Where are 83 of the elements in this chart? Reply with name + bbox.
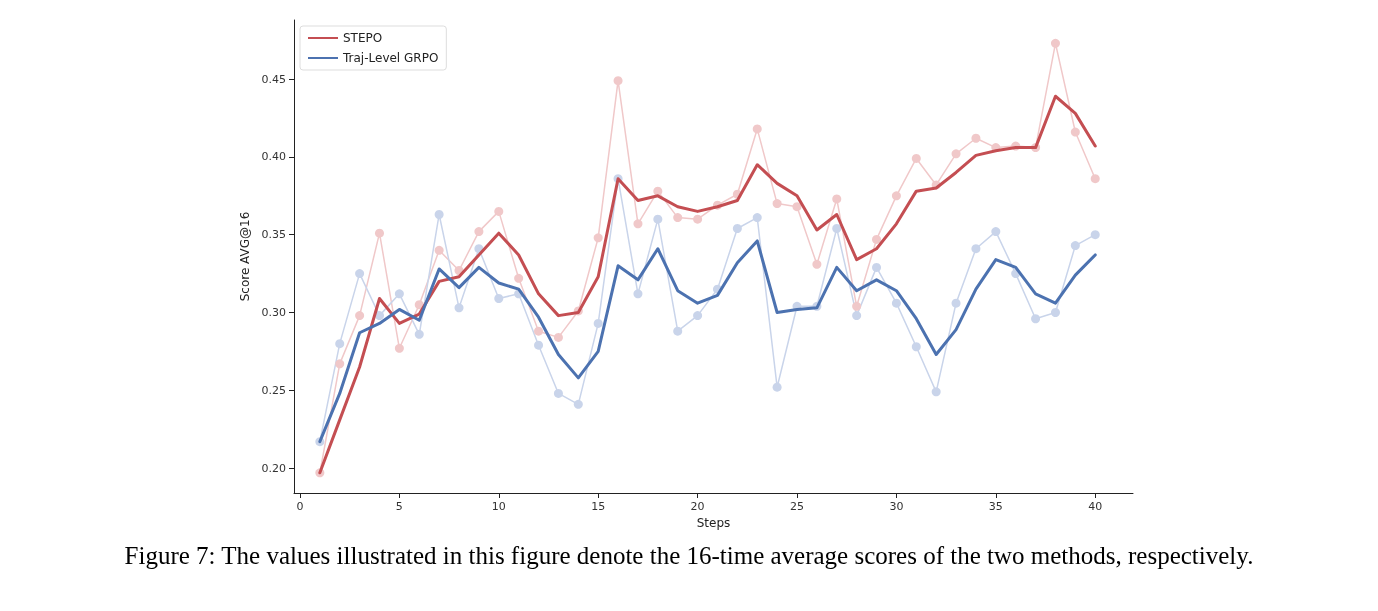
point [613, 76, 623, 86]
point [1090, 230, 1100, 240]
point [673, 213, 683, 223]
point [911, 153, 921, 163]
point [693, 311, 703, 321]
point [335, 339, 345, 349]
y-axis-title: Score AVG@16 [237, 211, 252, 302]
legend-label: STEPO [343, 31, 383, 45]
point [1090, 174, 1100, 184]
point [1031, 314, 1041, 324]
y-tick-label: 0.30 [261, 306, 286, 320]
point [335, 359, 345, 369]
y-tick-label: 0.20 [261, 461, 286, 475]
point [693, 214, 703, 224]
x-tick-label: 10 [491, 500, 506, 513]
point [931, 387, 941, 397]
point [414, 329, 424, 339]
x-tick-label: 0 [296, 500, 304, 513]
point [375, 228, 384, 238]
point [951, 149, 961, 159]
x-tick-label: 20 [690, 500, 705, 513]
point [812, 259, 822, 269]
point [394, 343, 404, 353]
point [553, 332, 563, 342]
point [673, 326, 683, 336]
point [772, 199, 782, 209]
point [534, 326, 544, 336]
point [653, 186, 663, 196]
point [355, 269, 365, 279]
point [1070, 241, 1080, 251]
legend-label: Traj-Level GRPO [342, 51, 439, 65]
point [872, 262, 882, 272]
point [633, 219, 643, 229]
point [872, 234, 882, 244]
point [434, 209, 444, 219]
y-tick-label: 0.25 [261, 383, 286, 397]
point [494, 294, 504, 304]
point [792, 202, 802, 212]
x-tick-label: 35 [988, 500, 1003, 513]
x-tick-label: 5 [395, 500, 403, 513]
point [593, 233, 603, 243]
point [752, 213, 762, 223]
y-tick-label: 0.40 [261, 150, 286, 164]
x-tick-label: 15 [591, 500, 606, 513]
point [1050, 38, 1060, 48]
y-tick-label: 0.35 [261, 228, 286, 242]
point [772, 382, 782, 392]
point [573, 399, 583, 409]
point [474, 227, 484, 237]
point [832, 194, 842, 204]
point [454, 303, 464, 313]
point [633, 289, 643, 299]
point [414, 300, 424, 310]
point [752, 124, 762, 134]
point [434, 245, 444, 255]
point [1050, 308, 1060, 318]
point [852, 301, 862, 311]
point [514, 273, 524, 283]
caption: Figure 7: The values illustrated in this figure denote the 16-time average scores of the two methods, respectively. [123, 542, 1255, 570]
point [375, 311, 384, 321]
point [891, 191, 901, 201]
point [891, 298, 901, 308]
point [494, 206, 504, 216]
point [1070, 127, 1080, 137]
point [653, 214, 663, 224]
point [534, 340, 544, 350]
point [832, 224, 842, 233]
x-axis-title: Steps [696, 515, 731, 530]
point [852, 311, 862, 321]
point [911, 342, 921, 352]
point [951, 298, 961, 308]
point [394, 289, 404, 299]
point [553, 388, 563, 398]
x-tick-label: 40 [1088, 500, 1103, 513]
x-tick-label: 30 [889, 500, 904, 513]
point [991, 227, 1001, 237]
point [971, 133, 981, 143]
point [593, 318, 603, 328]
x-tick-label: 25 [790, 500, 804, 513]
point [732, 224, 742, 233]
point [971, 244, 981, 254]
point [355, 311, 365, 321]
y-tick-label: 0.45 [261, 72, 286, 86]
